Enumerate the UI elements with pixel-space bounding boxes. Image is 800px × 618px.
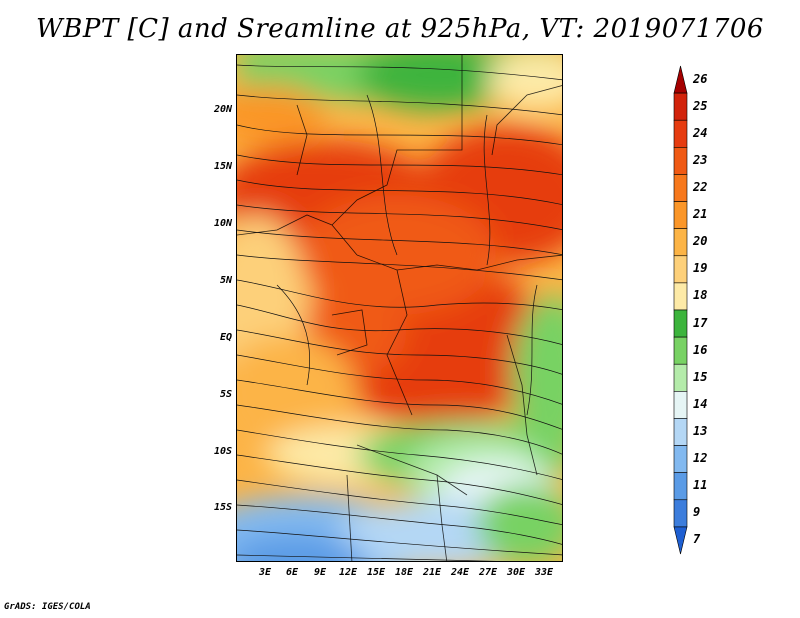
colorbar-label: 20 [693, 234, 708, 249]
lat-label: 5S [219, 389, 232, 400]
colorbar-swatch [673, 472, 688, 501]
colorbar-swatch [673, 418, 688, 446]
colorbar-label: 7 [693, 532, 701, 547]
colorbar-swatch [673, 255, 688, 284]
colorbar-label: 15 [693, 369, 708, 384]
lat-label: EQ [219, 332, 232, 343]
colorbar-label: 17 [693, 315, 708, 330]
lon-label: 18E [394, 567, 414, 578]
colorbar-label: 12 [693, 451, 708, 466]
colorbar-swatch [673, 391, 688, 419]
colorbar-label: 26 [693, 71, 708, 86]
lon-label: 24E [450, 567, 470, 578]
colorbar-label: 13 [693, 424, 708, 438]
footer-credit: GrADS: IGES/COLA [4, 602, 91, 612]
colorbar-swatch [673, 65, 688, 94]
colorbar-swatch [673, 309, 688, 338]
lat-label: 10S [213, 446, 232, 457]
colorbar-swatch [673, 282, 688, 311]
lon-label: 6E [285, 567, 299, 578]
lat-label: 10N [213, 218, 232, 229]
wbpt-field-map [237, 55, 562, 561]
temperature-field [237, 55, 562, 561]
colorbar-label: 22 [693, 180, 708, 194]
colorbar-swatch [673, 363, 688, 392]
lon-label: 33E [534, 567, 554, 578]
colorbar-label: 23 [693, 152, 708, 167]
colorbar-label: 11 [693, 478, 708, 493]
colorbar-label: 9 [693, 505, 701, 520]
country-borders [237, 55, 562, 561]
colorbar-swatch [673, 147, 688, 175]
lon-label: 27E [478, 567, 498, 578]
colorbar-label: 25 [693, 98, 708, 113]
colorbar-swatch [673, 336, 688, 365]
lon-label: 15E [366, 567, 386, 578]
colorbar-label: 16 [693, 342, 708, 357]
colorbar-swatch [673, 445, 688, 473]
colorbar-label: 18 [693, 288, 708, 303]
colorbar-swatch [673, 174, 688, 202]
map-panel [236, 54, 563, 562]
colorbar-swatch [673, 526, 688, 555]
colorbar-label: 21 [693, 207, 708, 222]
lon-label: 9E [313, 567, 327, 578]
lon-label: 21E [422, 567, 442, 578]
lat-label: 5N [219, 275, 232, 286]
colorbar [673, 65, 688, 555]
colorbar-swatch [673, 92, 688, 121]
lon-label: 30E [506, 567, 526, 578]
colorbar-label: 14 [693, 396, 708, 411]
colorbar-swatch [673, 119, 688, 148]
colorbar-label: 24 [693, 125, 708, 140]
colorbar-swatch [673, 499, 688, 528]
lat-label: 15N [213, 161, 232, 172]
lon-label: 12E [338, 567, 358, 578]
lat-label: 20N [213, 104, 232, 115]
lat-label: 15S [213, 502, 232, 513]
lon-label: 3E [258, 567, 272, 578]
streamlines [237, 64, 562, 561]
colorbar-label: 19 [693, 261, 708, 276]
chart-title: WBPT [C] and Sreamline at 925hPa, VT: 20… [36, 14, 764, 44]
colorbar-swatch [673, 228, 688, 257]
colorbar-swatch [673, 201, 688, 229]
